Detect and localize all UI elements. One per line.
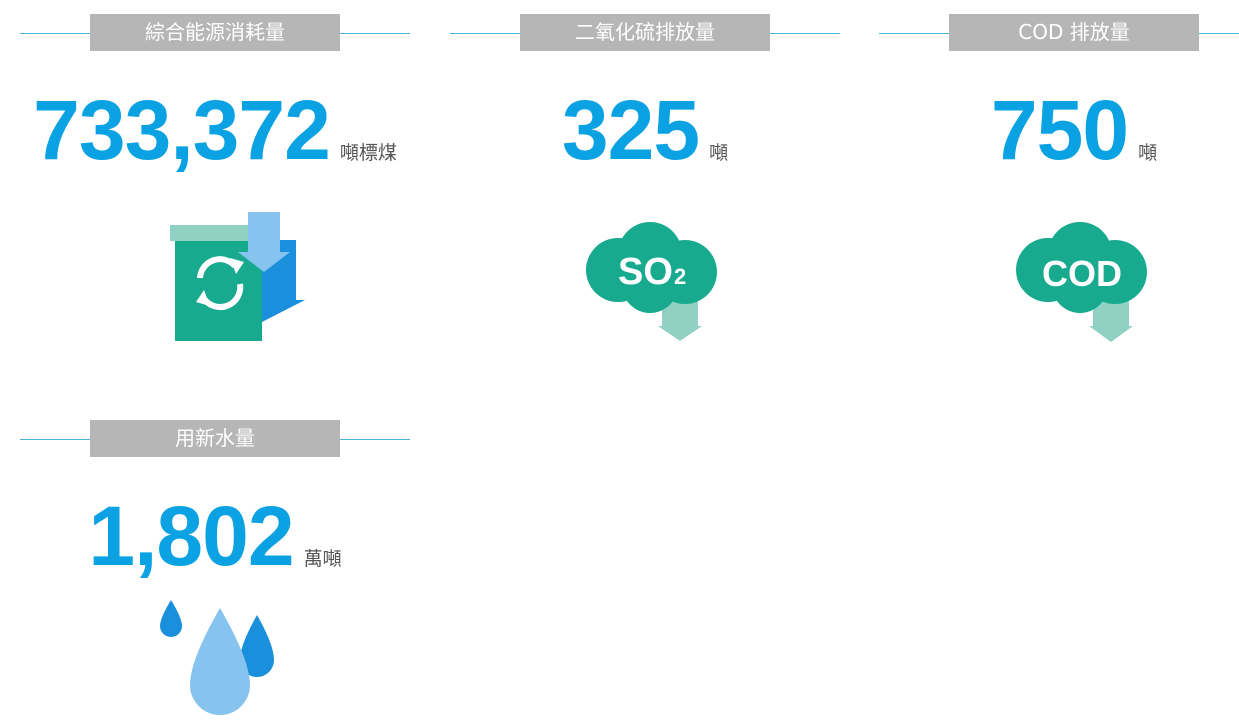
- cod-block: COD 排放量 750 噸: [879, 14, 1239, 314]
- icon-text: SO: [618, 251, 673, 293]
- so2-icon: SO 2: [586, 222, 717, 341]
- icon-text: COD: [1042, 253, 1122, 294]
- water-block: 用新水量 1,802 萬噸: [20, 420, 410, 720]
- value: 325: [561, 83, 700, 177]
- value: 733,372: [33, 83, 331, 177]
- value-row: 1,802 萬噸: [20, 488, 410, 585]
- cod-icon: COD: [1016, 222, 1147, 342]
- value-row: 750 噸: [879, 82, 1239, 179]
- energy-icon: [170, 212, 305, 341]
- header-label: 用新水量: [90, 420, 340, 457]
- unit: 萬噸: [303, 548, 342, 570]
- icon-subscript: 2: [674, 264, 686, 289]
- value-row: 325 噸: [450, 82, 840, 179]
- energy-block: 綜合能源消耗量 733,372 噸標煤: [20, 14, 410, 314]
- so2-block: 二氧化硫排放量 325 噸: [450, 14, 840, 314]
- value-row: 733,372 噸標煤: [20, 82, 410, 179]
- value: 750: [990, 83, 1129, 177]
- header-label: COD 排放量: [949, 14, 1199, 51]
- unit: 噸標煤: [339, 142, 397, 164]
- water-icon: [160, 600, 274, 715]
- unit: 噸: [1138, 142, 1158, 164]
- header-label: 二氧化硫排放量: [520, 14, 770, 51]
- unit: 噸: [709, 142, 729, 164]
- header-label: 綜合能源消耗量: [90, 14, 340, 51]
- value: 1,802: [88, 489, 294, 583]
